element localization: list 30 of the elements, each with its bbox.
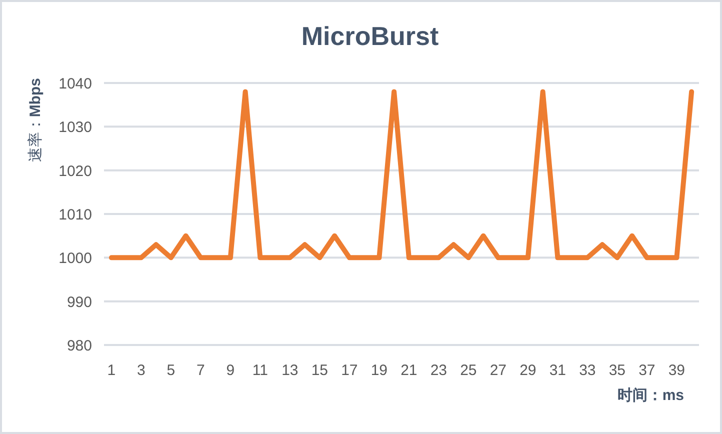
y-tick-label: 1020 xyxy=(58,162,92,180)
y-tick-label: 980 xyxy=(66,338,92,354)
x-tick-label: 11 xyxy=(252,362,268,379)
x-tick-label: 23 xyxy=(430,362,448,379)
y-tick-label: 990 xyxy=(66,294,92,311)
y-tick-label: 1010 xyxy=(58,206,92,224)
x-tick-label: 31 xyxy=(549,362,566,379)
y-tick-label: 1030 xyxy=(58,119,92,136)
x-tick-label: 5 xyxy=(166,362,176,379)
x-tick-label: 1 xyxy=(107,362,116,379)
x-tick-label: 27 xyxy=(490,362,507,379)
x-tick-label: 29 xyxy=(520,362,536,379)
x-tick-label: 37 xyxy=(638,362,656,379)
x-tick-label: 21 xyxy=(400,362,418,379)
y-tick-label: 1040 xyxy=(58,76,92,92)
x-tick-label: 9 xyxy=(226,362,235,379)
y-tick-label: 1000 xyxy=(58,250,92,268)
x-tick-label: 39 xyxy=(668,362,686,379)
x-tick-label: 25 xyxy=(460,362,477,379)
chart-title: MicroBurst xyxy=(301,21,439,51)
x-tick-label: 17 xyxy=(341,362,358,379)
x-axis-title: 时间：ms xyxy=(617,387,684,404)
x-tick-label: 19 xyxy=(370,362,388,379)
x-tick-label: 3 xyxy=(137,362,146,379)
x-tick-label: 13 xyxy=(282,362,298,379)
x-tick-label: 33 xyxy=(579,362,596,379)
x-tick-label: 15 xyxy=(311,362,328,379)
x-tick-label: 35 xyxy=(608,362,626,379)
x-tick-label: 7 xyxy=(196,362,205,379)
y-axis-title: 速率：Mbps xyxy=(27,78,44,162)
